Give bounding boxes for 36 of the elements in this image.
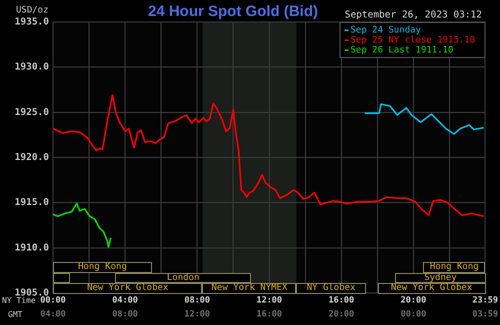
y-tick-label: 1910.0 — [14, 242, 50, 254]
x-tick-label: 20:00 — [400, 295, 426, 306]
session-box: Sydney — [395, 272, 486, 283]
y-tick-label: 1925.0 — [14, 106, 50, 118]
y-tick-label: 1920.0 — [14, 152, 50, 163]
x2-axis-title: GMT — [8, 310, 23, 320]
x2-tick-label: 12:00 — [184, 309, 210, 320]
session-box: Hong Kong — [423, 262, 486, 272]
x-tick-label: 04:00 — [112, 295, 138, 306]
legend-label: Sep 24 Sunday — [350, 25, 422, 36]
legend-label: Sep 26 Last 1911.10 — [350, 45, 454, 56]
session-box: New York Globex — [378, 283, 486, 294]
x2-tick-label: 20:00 — [328, 309, 354, 320]
x2-tick-label: 16:00 — [256, 309, 282, 320]
x-tick-label: 12:00 — [256, 295, 282, 306]
x2-tick-label: 08:00 — [112, 309, 138, 320]
y-tick-label: 1935.0 — [14, 16, 50, 28]
session-box: London — [115, 272, 251, 283]
x2-tick-label: 03:59 — [472, 309, 498, 320]
y-tick-label: 1915.0 — [14, 197, 50, 208]
x-tick-label: 08:00 — [184, 295, 210, 306]
chart-subtitle: September 26, 2023 03:12 — [344, 9, 482, 20]
x-tick-label: 23:59 — [472, 295, 498, 306]
x2-tick-label: 00:00 — [400, 309, 426, 320]
x2-tick-label: 04:00 — [40, 309, 66, 320]
x-tick-label: 00:00 — [40, 295, 66, 306]
y-tick-label: 1930.0 — [14, 62, 50, 73]
session-box: New York Globex — [53, 283, 202, 294]
x-axis-title: NY Time — [2, 296, 36, 306]
session-box: NY Globex — [296, 283, 366, 294]
x-tick-label: 16:00 — [328, 295, 354, 306]
session-box: New York NYMEX — [202, 283, 296, 294]
y-axis-title: USD/oz — [16, 5, 49, 16]
legend-label: Sep 25 NY close 1915.10 — [350, 35, 476, 46]
chart-title: 24 Hour Spot Gold (Bid) — [148, 3, 318, 20]
session-box: Hong Kong — [53, 262, 152, 272]
